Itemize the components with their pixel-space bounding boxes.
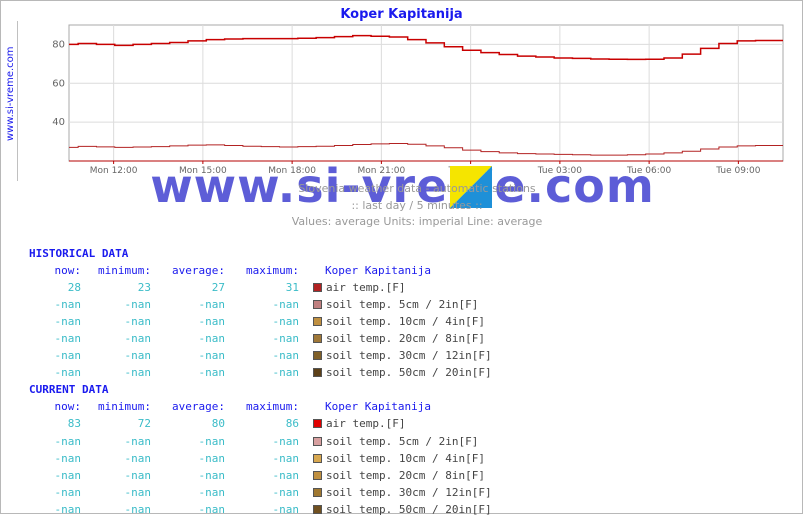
series-swatch-icon xyxy=(313,368,322,377)
svg-text:Tue 09:00: Tue 09:00 xyxy=(715,166,760,176)
series-swatch-icon xyxy=(313,283,322,292)
table-row: -nan-nan-nan-nansoil temp. 50cm / 20in[F… xyxy=(29,501,789,518)
series-swatch-icon xyxy=(313,505,322,514)
table-row: -nan-nan-nan-nansoil temp. 30cm / 12in[F… xyxy=(29,484,789,501)
series-label: soil temp. 20cm / 8in[F] xyxy=(326,469,485,482)
svg-text:Mon 21:00: Mon 21:00 xyxy=(357,166,405,176)
series-swatch-icon xyxy=(313,454,322,463)
table-row: 83728086air temp.[F] xyxy=(29,415,789,432)
series-swatch-icon xyxy=(313,471,322,480)
svg-text:Tue 00:00: Tue 00:00 xyxy=(448,166,493,176)
y-axis-separator xyxy=(17,21,18,181)
series-swatch-icon xyxy=(313,488,322,497)
table-row: -nan-nan-nan-nansoil temp. 50cm / 20in[F… xyxy=(29,364,789,381)
chart-title: Koper Kapitanija xyxy=(1,1,802,22)
table-row: -nan-nan-nan-nansoil temp. 30cm / 12in[F… xyxy=(29,347,789,364)
table-row: -nan-nan-nan-nansoil temp. 10cm / 4in[F] xyxy=(29,450,789,467)
series-label: soil temp. 30cm / 12in[F] xyxy=(326,349,492,362)
subinfo-line2: :: last day / 5 minutes :: xyxy=(45,198,789,215)
svg-text:Tue 06:00: Tue 06:00 xyxy=(626,166,671,176)
series-swatch-icon xyxy=(313,437,322,446)
subinfo-line1: Slovenia weather data - automatic statio… xyxy=(45,181,789,198)
svg-text:40: 40 xyxy=(52,117,65,128)
table-header-row: now:minimum:average:maximum:Koper Kapita… xyxy=(29,398,789,415)
table-row: -nan-nan-nan-nansoil temp. 20cm / 8in[F] xyxy=(29,330,789,347)
series-swatch-icon xyxy=(313,419,322,428)
series-label: soil temp. 10cm / 4in[F] xyxy=(326,315,485,328)
series-label: soil temp. 50cm / 20in[F] xyxy=(326,366,492,379)
chart-subinfo: Slovenia weather data - automatic statio… xyxy=(45,181,789,231)
table-row: 28232731air temp.[F] xyxy=(29,279,789,296)
table-row: -nan-nan-nan-nansoil temp. 5cm / 2in[F] xyxy=(29,296,789,313)
table-row: -nan-nan-nan-nansoil temp. 10cm / 4in[F] xyxy=(29,313,789,330)
table-row: -nan-nan-nan-nansoil temp. 5cm / 2in[F] xyxy=(29,433,789,450)
table-row: -nan-nan-nan-nansoil temp. 20cm / 8in[F] xyxy=(29,467,789,484)
series-swatch-icon xyxy=(313,334,322,343)
svg-text:80: 80 xyxy=(52,39,65,50)
series-label: air temp.[F] xyxy=(326,417,405,430)
svg-text:Mon 18:00: Mon 18:00 xyxy=(268,166,316,176)
series-label: soil temp. 20cm / 8in[F] xyxy=(326,332,485,345)
subinfo-line3: Values: average Units: imperial Line: av… xyxy=(45,214,789,231)
series-label: soil temp. 5cm / 2in[F] xyxy=(326,435,478,448)
table-header-row: now:minimum:average:maximum:Koper Kapita… xyxy=(29,262,789,279)
series-swatch-icon xyxy=(313,351,322,360)
svg-text:Mon 12:00: Mon 12:00 xyxy=(90,166,138,176)
series-swatch-icon xyxy=(313,317,322,326)
table-section-title: CURRENT DATA xyxy=(29,381,789,398)
series-label: soil temp. 30cm / 12in[F] xyxy=(326,486,492,499)
table-section-title: HISTORICAL DATA xyxy=(29,245,789,262)
data-tables: HISTORICAL DATAnow:minimum:average:maxim… xyxy=(29,245,789,518)
svg-text:60: 60 xyxy=(52,78,65,89)
series-label: soil temp. 5cm / 2in[F] xyxy=(326,298,478,311)
y-axis-link[interactable]: www.si-vreme.com xyxy=(5,46,16,141)
series-swatch-icon xyxy=(313,300,322,309)
svg-text:Mon 15:00: Mon 15:00 xyxy=(179,166,227,176)
series-label: air temp.[F] xyxy=(326,281,405,294)
series-label: soil temp. 10cm / 4in[F] xyxy=(326,452,485,465)
line-chart: 40 60 80 Mon 12:00 Mon 15:00 Mon 18:00 Mon 21:… xyxy=(45,23,789,177)
svg-text:Tue 03:00: Tue 03:00 xyxy=(537,166,582,176)
